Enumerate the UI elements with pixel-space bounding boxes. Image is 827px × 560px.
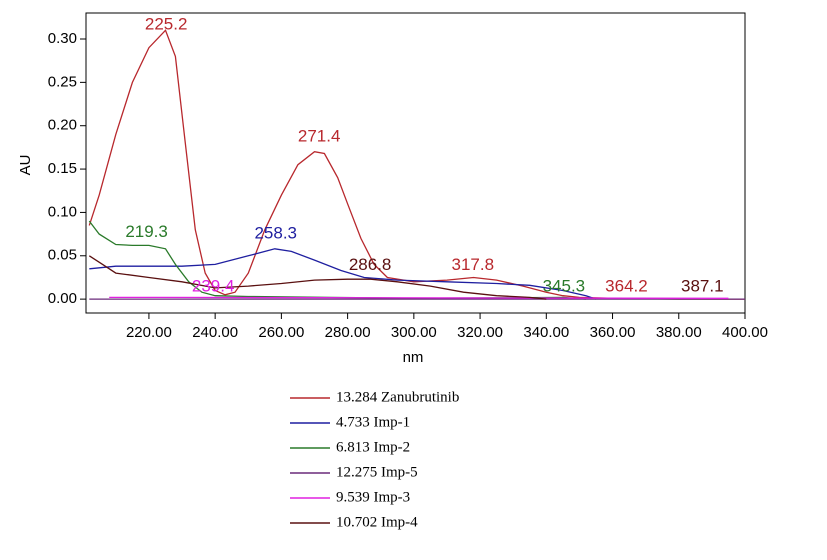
x-tick-label: 260.00	[258, 324, 304, 341]
legend-label: 13.284 Zanubrutinib	[336, 389, 459, 405]
peak-label: 364.2	[605, 276, 648, 295]
y-tick-label: 0.25	[48, 73, 77, 90]
x-tick-label: 300.00	[391, 324, 437, 341]
legend-label: 6.813 Imp-2	[336, 439, 410, 455]
x-axis-label: nm	[403, 349, 424, 366]
legend-label: 4.733 Imp-1	[336, 414, 410, 430]
y-tick-label: 0.20	[48, 117, 77, 134]
peak-label: 225.2	[145, 15, 188, 34]
x-tick-label: 360.00	[590, 324, 636, 341]
legend-label: 9.539 Imp-3	[336, 489, 410, 505]
x-tick-label: 340.00	[523, 324, 569, 341]
x-tick-label: 280.00	[325, 324, 371, 341]
plot-frame	[85, 12, 746, 314]
spectrum-line	[88, 255, 547, 300]
y-tick-label: 0.15	[48, 160, 77, 177]
x-tick-label: 240.00	[192, 324, 238, 341]
legend-label: 10.702 Imp-4	[336, 514, 418, 530]
peak-label: 345.3	[543, 276, 586, 295]
y-tick-label: 0.30	[48, 30, 77, 47]
peak-label: 239.4	[192, 276, 235, 295]
peak-label: 271.4	[298, 126, 341, 145]
y-tick-label: 0.00	[48, 290, 77, 307]
x-tick-label: 320.00	[457, 324, 503, 341]
y-axis-label: AU	[17, 155, 34, 176]
x-tick-label: 400.00	[722, 324, 768, 341]
peak-label: 286.8	[349, 255, 392, 274]
x-tick-label: 220.00	[126, 324, 172, 341]
spectrum-line	[88, 29, 745, 300]
peak-label: 219.3	[125, 222, 168, 241]
spectrum-line	[89, 248, 597, 300]
x-tick-label: 380.00	[656, 324, 702, 341]
y-tick-label: 0.10	[48, 203, 77, 220]
peak-label: 387.1	[681, 276, 724, 295]
peak-label: 317.8	[452, 255, 495, 274]
legend-label: 12.275 Imp-5	[336, 464, 418, 480]
peak-label: 258.3	[254, 224, 297, 243]
spectrum-line	[109, 296, 729, 299]
y-tick-label: 0.05	[48, 247, 77, 264]
